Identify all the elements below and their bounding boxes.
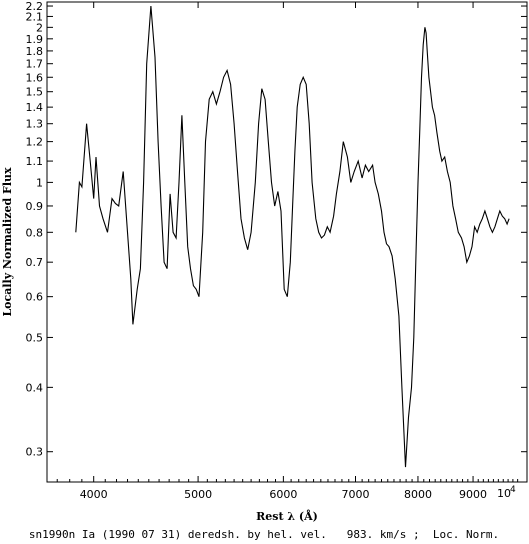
x-tick-label-end: 10: [497, 487, 511, 500]
x-tick-label: 9000: [459, 488, 487, 501]
y-tick-label: 1.9: [26, 33, 44, 46]
chart-caption: sn1990n Ia (1990 07 31) deredsh. by hel.…: [29, 528, 499, 541]
y-axis-title: Locally Normalized Flux: [1, 167, 14, 317]
y-tick-label: 1.3: [26, 118, 44, 131]
plot-frame: [46, 1, 528, 483]
y-tick-label: 0.8: [26, 226, 44, 239]
x-tick-label: 5000: [184, 488, 212, 501]
x-tick-label: 4000: [80, 488, 108, 501]
y-tick-label: 1.1: [26, 155, 44, 168]
y-tick-label: 1.8: [26, 45, 44, 58]
spectrum-line: [75, 5, 510, 468]
y-tick-label: 1.7: [26, 58, 44, 71]
y-tick-label: 2.2: [26, 0, 44, 13]
y-tick-label: 1: [36, 176, 43, 189]
y-tick-label: 1.6: [26, 71, 44, 84]
x-tick-label-exponent: 4: [510, 485, 516, 495]
y-tick-label: 0.3: [26, 446, 44, 459]
y-tick-label: 1.2: [26, 136, 44, 149]
y-tick-label: 0.7: [26, 256, 44, 269]
y-tick-label: 0.6: [26, 291, 44, 304]
y-tick-label: 2.1: [26, 10, 44, 23]
x-axis: 4000 5000 6000 7000 8000 9000: [56, 2, 519, 501]
y-tick-label: 1.4: [26, 101, 44, 114]
y-tick-label: 2: [36, 21, 43, 34]
x-tick-label: 8000: [404, 488, 432, 501]
y-tick-label: 0.5: [26, 331, 44, 344]
y-tick-label: 1.5: [26, 86, 44, 99]
x-tick-label: 6000: [269, 488, 297, 501]
x-tick-label: 7000: [341, 488, 369, 501]
y-tick-label: 0.9: [26, 200, 44, 213]
y-tick-label: 0.4: [26, 381, 44, 394]
x-axis-title: Rest λ (Å): [256, 509, 318, 523]
y-axis: 0.3 0.4 0.5 0.6 0.7 0.8 0.9 1 1.1 1.2 1.3 1.4 1.5 1.6…: [26, 0, 527, 459]
